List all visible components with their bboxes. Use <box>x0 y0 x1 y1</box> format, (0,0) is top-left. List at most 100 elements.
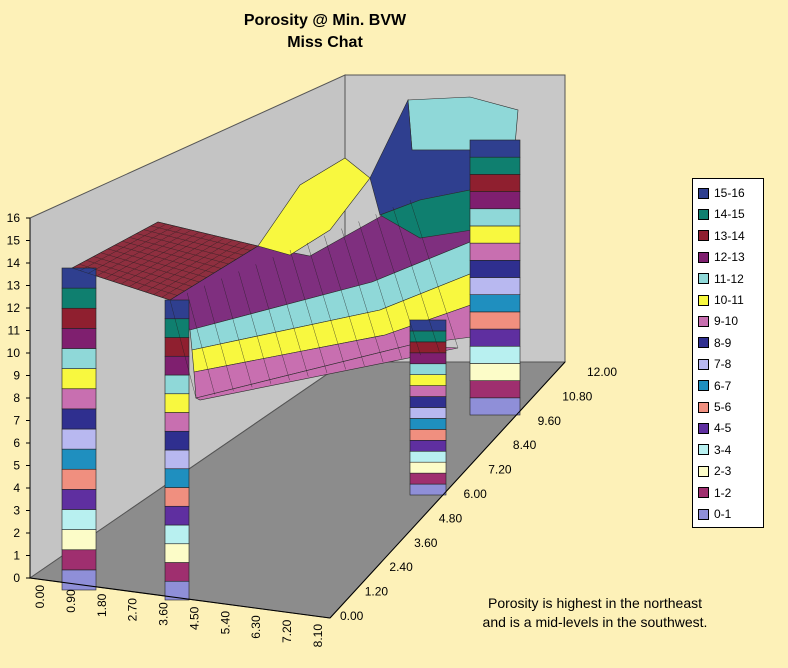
leg-back-far-band <box>469 277 521 295</box>
z-tick-label: 5 <box>13 459 20 473</box>
leg-front-right-band <box>164 299 190 320</box>
grid-line <box>358 221 403 359</box>
legend-label: 10-11 <box>714 293 744 307</box>
legend-swatch <box>698 380 709 392</box>
leg-front-left-band <box>61 267 97 289</box>
grid-line <box>341 228 384 363</box>
x-tick-label: 0.90 <box>64 589 78 613</box>
legend-item: 15-16 <box>698 184 745 202</box>
leg-back-far-band <box>469 260 521 278</box>
z-tick-label: 9 <box>13 369 20 383</box>
grid-line <box>161 243 250 298</box>
leg-front-left-band <box>61 408 97 430</box>
leg-back-right-band <box>409 374 447 386</box>
legend-swatch <box>698 337 709 349</box>
legend-label: 13-14 <box>714 228 745 243</box>
legend-item: 13-14 <box>698 227 745 245</box>
leg-front-right-band <box>164 355 190 376</box>
legend-item: 11-12 <box>698 270 744 288</box>
grid-line <box>289 249 328 374</box>
y-tick-label: 7.20 <box>488 463 512 477</box>
z-tick-label: 2 <box>13 526 20 540</box>
leg-front-left-band <box>61 509 97 530</box>
grid-line <box>157 221 259 247</box>
x-tick-label: 1.80 <box>95 593 109 617</box>
leg-front-left-band <box>61 529 97 551</box>
annotation-line-1: Porosity is highest in the northeast <box>487 595 702 611</box>
leg-back-far-band <box>469 191 521 210</box>
leg-back-far-band <box>469 225 521 244</box>
leg-front-left-band <box>61 489 97 510</box>
leg-back-right-band <box>409 472 447 485</box>
annotation-line-2: and is a mid-levels in the southwest. <box>482 614 708 630</box>
leg-back-far-band <box>469 345 521 364</box>
legend-swatch <box>698 187 709 199</box>
legend-label: 14-15 <box>714 207 745 222</box>
grid-line <box>272 257 309 377</box>
legend-swatch <box>698 230 709 242</box>
legend-item: 7-8 <box>698 355 731 373</box>
legend-swatch <box>698 251 709 263</box>
leg-front-left-band <box>61 448 97 470</box>
legend-label: 9-10 <box>714 314 739 329</box>
legend-swatch <box>698 422 709 434</box>
legend-label: 11-12 <box>714 271 744 286</box>
z-tick-label: 8 <box>13 391 20 405</box>
leg-back-far-band <box>469 156 521 175</box>
y-tick-label: 3.60 <box>414 536 438 550</box>
legend-item: 5-6 <box>698 398 731 416</box>
leg-back-right-band <box>409 330 447 343</box>
leg-back-right-band <box>409 418 447 430</box>
legend-label: 7-8 <box>714 357 732 372</box>
chart-title: Porosity @ Min. BVW <box>243 12 407 29</box>
grid-line <box>238 271 272 384</box>
z-tick-label: 11 <box>8 324 21 338</box>
grid-line <box>324 235 365 366</box>
legend-item: 8-9 <box>698 334 731 352</box>
leg-back-right-band <box>409 341 447 354</box>
legend-swatch <box>698 358 709 370</box>
x-tick-label: 3.60 <box>157 602 171 626</box>
grid-line <box>375 214 421 356</box>
z-tick-label: 3 <box>13 504 20 518</box>
leg-back-far-band <box>469 174 521 192</box>
y-tick-label: 4.80 <box>439 511 463 525</box>
leg-back-far-band <box>469 294 521 313</box>
legend-swatch <box>698 208 709 220</box>
leg-front-right-band <box>164 374 190 395</box>
legend-swatch <box>698 273 709 285</box>
leg-back-right-band <box>409 483 447 496</box>
x-tick-label: 5.40 <box>218 611 232 635</box>
z-tick-label: 6 <box>13 436 20 450</box>
leg-front-right-band <box>164 412 190 432</box>
leg-front-right-band <box>164 318 190 338</box>
grid-line <box>169 245 259 301</box>
x-tick-label: 4.50 <box>187 606 201 630</box>
leg-front-left-band <box>61 468 97 490</box>
y-tick-label: 8.40 <box>513 438 537 452</box>
leg-front-left-band <box>61 388 97 410</box>
leg-front-right-band <box>164 487 190 507</box>
legend-item: 14-15 <box>698 205 745 223</box>
leg-front-right-band <box>164 468 190 488</box>
y-tick-label: 0.00 <box>340 609 364 623</box>
leg-back-right-band <box>409 319 447 332</box>
grid-line <box>204 285 234 391</box>
leg-front-left-band <box>61 287 97 309</box>
z-tick-label: 7 <box>13 414 20 428</box>
z-tick-label: 0 <box>13 571 20 585</box>
z-tick-label: 12 <box>7 301 21 315</box>
leg-back-far-band <box>469 363 521 381</box>
grid-line <box>221 278 253 388</box>
legend-label: 1-2 <box>714 485 732 500</box>
leg-back-right-band <box>409 450 447 463</box>
chart-subtitle: Miss Chat <box>287 34 363 51</box>
z-tick-label: 16 <box>7 211 21 225</box>
legend-label: 2-3 <box>714 464 732 479</box>
x-tick-label: 6.30 <box>249 615 263 639</box>
legend-label: 8-9 <box>714 335 732 350</box>
leg-back-far-band <box>469 380 521 399</box>
legend-swatch <box>698 401 709 413</box>
grid-line <box>409 199 459 349</box>
leg-back-far-band <box>469 397 521 416</box>
